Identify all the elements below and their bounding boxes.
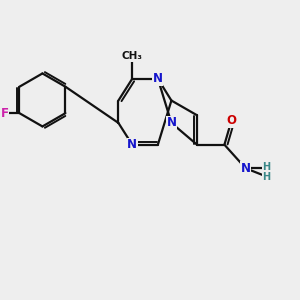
Text: N: N: [153, 72, 163, 85]
Text: N: N: [167, 116, 176, 129]
Text: N: N: [241, 162, 250, 175]
Text: CH₃: CH₃: [122, 51, 143, 62]
Text: F: F: [1, 107, 9, 120]
Text: H: H: [262, 162, 271, 172]
Text: H: H: [262, 172, 271, 182]
Text: O: O: [226, 114, 236, 127]
Text: N: N: [127, 138, 137, 151]
